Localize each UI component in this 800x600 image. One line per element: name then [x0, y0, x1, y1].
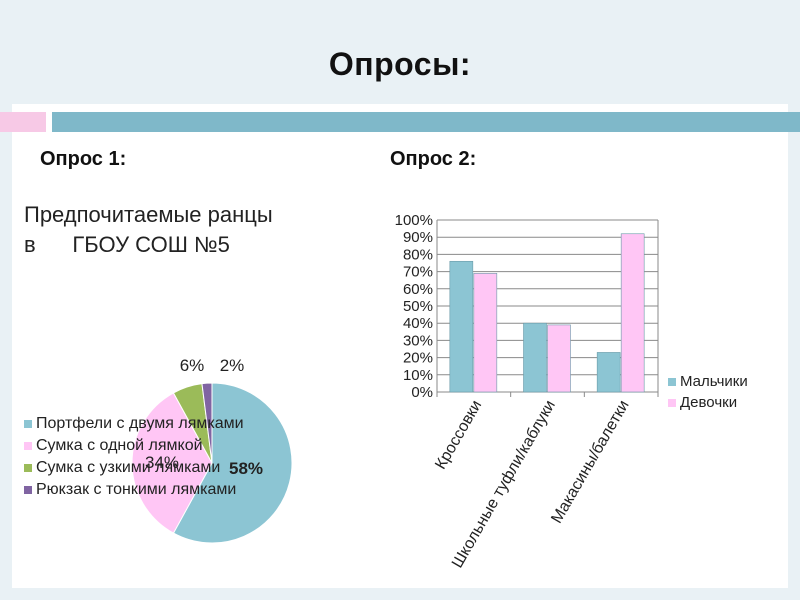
x-category-label: Кроссовки [432, 398, 485, 473]
legend-swatch [24, 486, 32, 494]
bar-legend-item: Мальчики [668, 371, 748, 392]
bar-girls-3 [620, 233, 645, 393]
slide-left-border [0, 104, 12, 600]
bar-boys-3 [596, 352, 621, 393]
pie-slice-1 [172, 382, 293, 544]
y-tick-label: 50% [403, 298, 433, 315]
bar-boys-1 [449, 260, 474, 393]
accent-band-pink [0, 112, 46, 132]
bar-legend: Мальчики Девочки [668, 371, 748, 413]
legend-label: Портфели с двумя лямками [36, 415, 244, 432]
pie-legend-item: Сумка с узкими лямками [24, 457, 300, 479]
accent-band-blue [52, 112, 800, 132]
y-tick-label: 90% [403, 229, 433, 246]
slide-header-background [0, 0, 800, 104]
legend-swatch [24, 420, 32, 428]
pie-slice-2 [131, 392, 213, 534]
bar-chart: 0%10%20%30%40%50%60%70%80%90%100% Кроссов… [395, 212, 659, 571]
pie-data-label: 2% [220, 356, 245, 375]
pie-legend-item: Сумка с одной лямкой [24, 435, 300, 457]
pie-chart-title: Предпочитаемые ранцы в ГБОУ СОШ №5 [24, 202, 273, 257]
y-tick-label: 100% [395, 212, 433, 229]
legend-swatch [24, 464, 32, 472]
legend-label: Рюкзак с тонкими лямками [36, 481, 237, 498]
pie-data-label: 58% [229, 459, 263, 478]
slide-right-border [788, 104, 800, 600]
pie-legend-item: Портфели с двумя лямками [24, 413, 300, 435]
x-category-label: Макасины/балетки [548, 398, 632, 527]
pie-data-label: 6% [180, 356, 205, 375]
legend-label: Девочки [680, 394, 738, 411]
legend-label: Сумка с узкими лямками [36, 459, 221, 476]
legend-swatch [24, 442, 32, 450]
y-tick-label: 30% [403, 332, 433, 349]
survey2-label: Опрос 2: [390, 148, 477, 170]
bar-legend-item: Девочки [668, 392, 748, 413]
slide-bottom-border [0, 588, 800, 600]
y-tick-label: 0% [411, 384, 433, 401]
slide-title: Опросы: [328, 46, 472, 82]
y-tick-label: 70% [403, 264, 433, 281]
bar-girls-2 [547, 324, 571, 393]
pie-slice-4 [201, 382, 213, 464]
legend-swatch [668, 398, 676, 407]
y-tick-label: 20% [403, 350, 433, 367]
survey1-label: Опрос 1: [40, 148, 127, 170]
legend-label: Сумка с одной лямкой [36, 437, 203, 454]
pie-legend: Портфели с двумя лямками Сумка с одной ля… [24, 413, 300, 501]
bar-girls-1 [473, 273, 498, 393]
y-tick-label: 40% [403, 315, 433, 332]
pie-chart: 58% 34% 6% 2% [131, 356, 293, 544]
legend-label: Мальчики [680, 373, 748, 390]
bar-boys-2 [523, 322, 547, 393]
pie-data-label: 34% [145, 453, 179, 472]
y-tick-label: 60% [403, 281, 433, 298]
y-tick-label: 10% [403, 367, 433, 384]
legend-swatch [668, 377, 676, 386]
pie-legend-item: Рюкзак с тонкими лямками [24, 479, 300, 501]
y-tick-label: 80% [403, 246, 433, 263]
